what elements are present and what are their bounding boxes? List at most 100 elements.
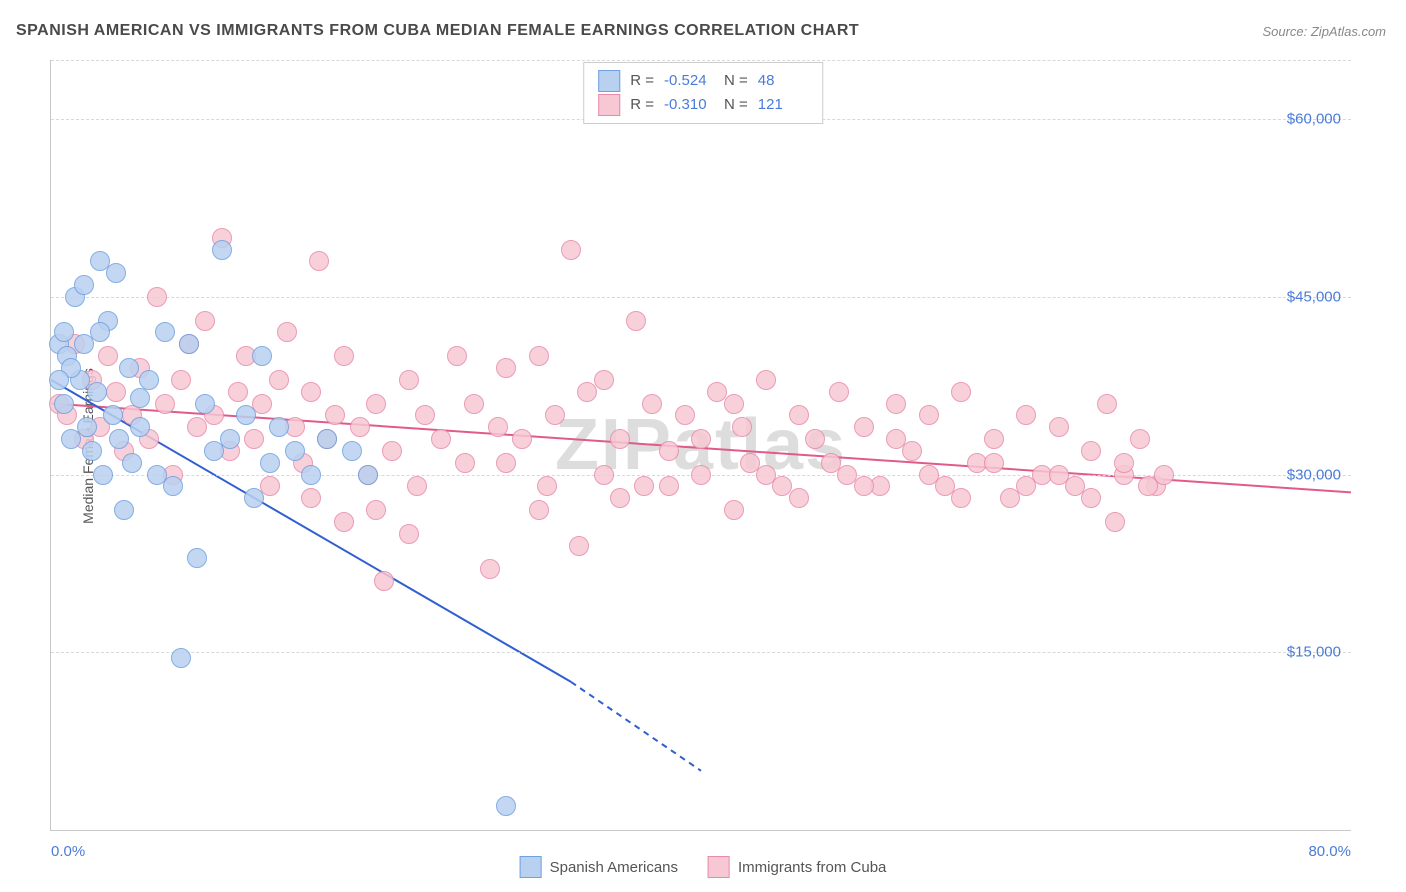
- legend-item-series2: Immigrants from Cuba: [708, 856, 886, 878]
- scatter-point: [309, 251, 329, 271]
- trend-line: [571, 682, 701, 771]
- scatter-point: [480, 559, 500, 579]
- scatter-point: [74, 275, 94, 295]
- scatter-point: [334, 512, 354, 532]
- scatter-point: [382, 441, 402, 461]
- scatter-point: [537, 476, 557, 496]
- scatter-point: [902, 441, 922, 461]
- scatter-point: [789, 488, 809, 508]
- legend: Spanish Americans Immigrants from Cuba: [510, 854, 897, 880]
- scatter-point: [252, 394, 272, 414]
- scatter-point: [269, 370, 289, 390]
- correlation-stats-box: R = -0.524 N = 48 R = -0.310 N = 121: [583, 62, 823, 124]
- scatter-point: [886, 394, 906, 414]
- r-label: R =: [630, 93, 654, 117]
- scatter-point: [374, 571, 394, 591]
- chart-container: SPANISH AMERICAN VS IMMIGRANTS FROM CUBA…: [0, 0, 1406, 892]
- scatter-point: [122, 453, 142, 473]
- scatter-point: [277, 322, 297, 342]
- scatter-point: [675, 405, 695, 425]
- scatter-point: [561, 240, 581, 260]
- scatter-point: [82, 441, 102, 461]
- scatter-point: [260, 453, 280, 473]
- scatter-point: [659, 476, 679, 496]
- scatter-point: [634, 476, 654, 496]
- stats-row-series1: R = -0.524 N = 48: [598, 69, 808, 93]
- scatter-point: [236, 405, 256, 425]
- scatter-point: [951, 488, 971, 508]
- swatch-icon: [520, 856, 542, 878]
- scatter-point: [285, 441, 305, 461]
- scatter-point: [659, 441, 679, 461]
- scatter-point: [244, 488, 264, 508]
- swatch-icon: [598, 70, 620, 92]
- scatter-point: [594, 370, 614, 390]
- y-tick-label: $60,000: [1287, 111, 1341, 128]
- scatter-point: [610, 488, 630, 508]
- scatter-point: [1081, 441, 1101, 461]
- scatter-point: [1049, 465, 1069, 485]
- scatter-point: [325, 405, 345, 425]
- scatter-point: [732, 417, 752, 437]
- scatter-point: [984, 453, 1004, 473]
- scatter-point: [724, 500, 744, 520]
- scatter-point: [114, 500, 134, 520]
- scatter-point: [691, 429, 711, 449]
- swatch-icon: [708, 856, 730, 878]
- gridline: [51, 652, 1351, 653]
- scatter-point: [691, 465, 711, 485]
- scatter-point: [106, 382, 126, 402]
- scatter-point: [789, 405, 809, 425]
- legend-label: Spanish Americans: [550, 859, 678, 876]
- scatter-point: [301, 488, 321, 508]
- scatter-point: [147, 287, 167, 307]
- scatter-point: [301, 465, 321, 485]
- scatter-point: [642, 394, 662, 414]
- y-tick-label: $15,000: [1287, 644, 1341, 661]
- scatter-point: [366, 500, 386, 520]
- scatter-point: [1105, 512, 1125, 532]
- scatter-point: [155, 322, 175, 342]
- r-label: R =: [630, 69, 654, 93]
- scatter-point: [109, 429, 129, 449]
- scatter-point: [455, 453, 475, 473]
- scatter-point: [1154, 465, 1174, 485]
- scatter-point: [488, 417, 508, 437]
- scatter-point: [342, 441, 362, 461]
- scatter-point: [90, 322, 110, 342]
- scatter-point: [106, 263, 126, 283]
- scatter-point: [98, 346, 118, 366]
- scatter-point: [496, 358, 516, 378]
- scatter-point: [195, 394, 215, 414]
- y-tick-label: $45,000: [1287, 288, 1341, 305]
- scatter-point: [87, 382, 107, 402]
- scatter-point: [447, 346, 467, 366]
- scatter-point: [886, 429, 906, 449]
- scatter-point: [399, 370, 419, 390]
- scatter-point: [756, 370, 776, 390]
- scatter-point: [93, 465, 113, 485]
- n-label: N =: [724, 69, 748, 93]
- plot-area: ZIPatlas $15,000$30,000$45,000$60,0000.0…: [50, 60, 1351, 831]
- gridline: [51, 297, 1351, 298]
- source-attribution: Source: ZipAtlas.com: [1262, 24, 1386, 39]
- scatter-point: [415, 405, 435, 425]
- scatter-point: [269, 417, 289, 437]
- n-label: N =: [724, 93, 748, 117]
- scatter-point: [317, 429, 337, 449]
- scatter-point: [496, 796, 516, 816]
- scatter-point: [334, 346, 354, 366]
- scatter-point: [529, 346, 549, 366]
- scatter-point: [54, 394, 74, 414]
- scatter-point: [195, 311, 215, 331]
- y-tick-label: $30,000: [1287, 466, 1341, 483]
- stats-row-series2: R = -0.310 N = 121: [598, 93, 808, 117]
- scatter-point: [1097, 394, 1117, 414]
- scatter-point: [366, 394, 386, 414]
- n-value-series2: 121: [758, 93, 808, 117]
- chart-title: SPANISH AMERICAN VS IMMIGRANTS FROM CUBA…: [16, 22, 859, 40]
- scatter-point: [854, 476, 874, 496]
- scatter-point: [228, 382, 248, 402]
- scatter-point: [1016, 405, 1036, 425]
- scatter-point: [119, 358, 139, 378]
